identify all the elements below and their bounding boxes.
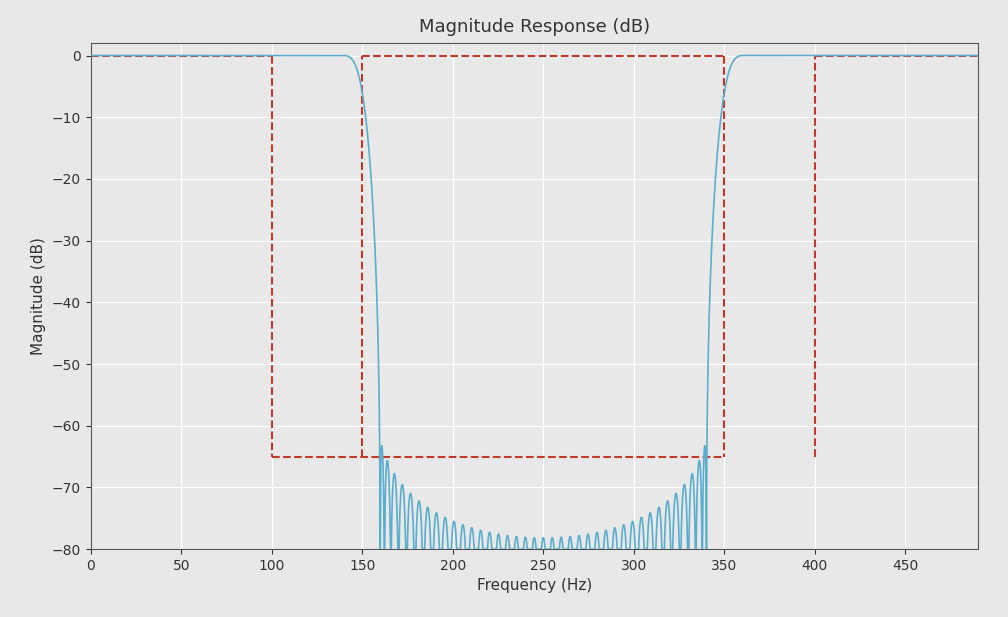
X-axis label: Frequency (Hz): Frequency (Hz): [477, 578, 592, 594]
Title: Magnitude Response (dB): Magnitude Response (dB): [418, 18, 650, 36]
Y-axis label: Magnitude (dB): Magnitude (dB): [31, 237, 46, 355]
